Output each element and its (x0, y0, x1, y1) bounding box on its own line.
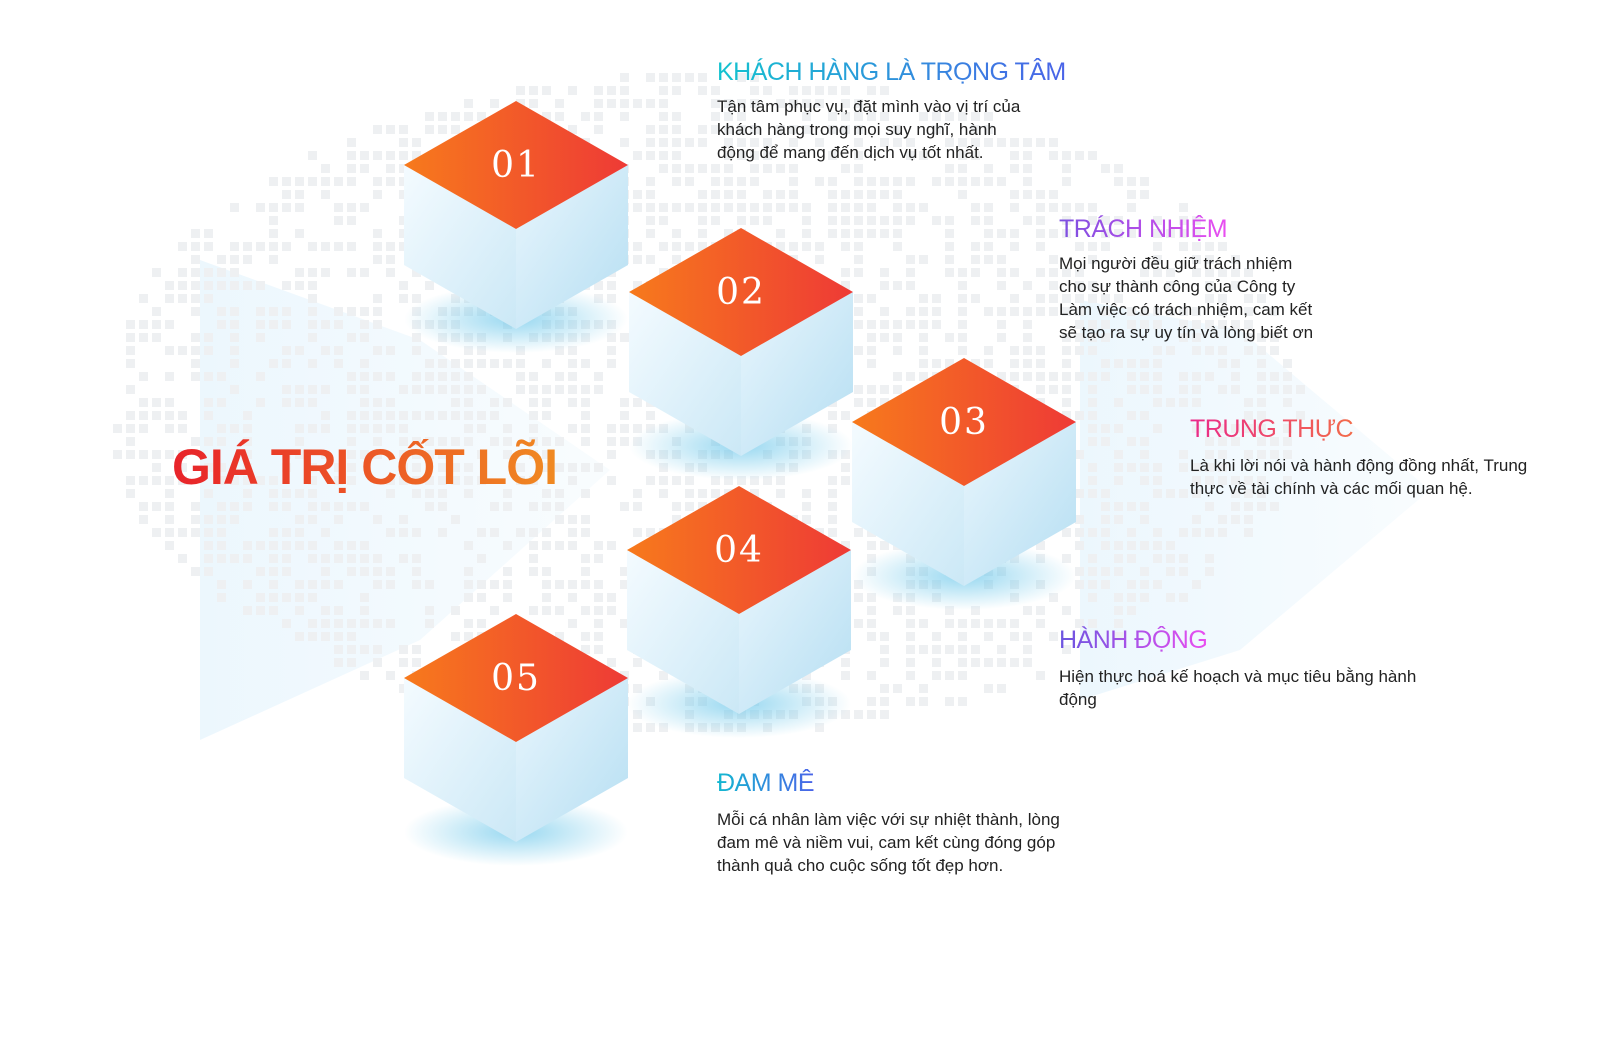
cube-05: 05 (404, 614, 628, 866)
cube-top-face (629, 228, 853, 356)
value-heading: KHÁCH HÀNG LÀ TRỌNG TÂM (717, 58, 1066, 86)
value-honesty: TRUNG THỰC Là khi lời nói và hành động đ… (1190, 415, 1527, 500)
value-passion: ĐAM MÊ Mỗi cá nhân làm việc với sự nhiệt… (717, 769, 1060, 877)
value-heading: TRUNG THỰC (1190, 415, 1354, 443)
cube-left-face (852, 422, 964, 586)
value-description: Mỗi cá nhân làm việc với sự nhiệt thành,… (717, 810, 1060, 875)
cube-01: 01 (404, 101, 628, 353)
cube-number: 02 (716, 272, 766, 313)
cube-top-face (627, 486, 851, 614)
value-responsibility: TRÁCH NHIỆM Mọi người đều giữ trách nhiệ… (1059, 215, 1313, 344)
arrow-band-left (200, 260, 610, 740)
page-title: GIÁ TRỊ CỐT LÕI (172, 439, 558, 495)
world-map-dots (113, 73, 1305, 732)
cube-right-face (739, 550, 851, 714)
cube-number: 05 (491, 658, 541, 699)
cube-left-face (404, 678, 516, 842)
cube-03: 03 (852, 358, 1076, 610)
cube-number: 01 (491, 145, 541, 186)
cube-left-face (629, 292, 741, 456)
cube-left-face (404, 165, 516, 329)
value-description: Mọi người đều giữ trách nhiệm cho sự thàn… (1059, 254, 1314, 342)
cube-right-face (741, 292, 853, 456)
value-description: Là khi lời nói và hành động đồng nhất, T… (1190, 456, 1528, 498)
value-description: Tận tâm phục vụ, đặt mình vào vị trí của… (717, 97, 1021, 162)
cube-right-face (516, 678, 628, 842)
value-heading: TRÁCH NHIỆM (1059, 215, 1228, 243)
cube-02: 02 (629, 228, 853, 480)
value-heading: ĐAM MÊ (717, 769, 815, 797)
value-heading: HÀNH ĐỘNG (1059, 626, 1208, 654)
cube-left-face (627, 550, 739, 714)
cube-right-face (516, 165, 628, 329)
value-description: Hiện thực hoá kế hoạch và mục tiêu bằng … (1059, 667, 1417, 709)
value-action: HÀNH ĐỘNG Hiện thực hoá kế hoạch và mục … (1059, 626, 1416, 711)
cube-top-face (404, 614, 628, 742)
cube-number: 04 (714, 530, 764, 571)
cube-04: 04 (627, 486, 851, 738)
cube-right-face (964, 422, 1076, 586)
cube-top-face (404, 101, 628, 229)
cube-number: 03 (939, 402, 989, 443)
value-customer-focus: KHÁCH HÀNG LÀ TRỌNG TÂM Tận tâm phục vụ,… (717, 58, 1066, 164)
cube-top-face (852, 358, 1076, 486)
